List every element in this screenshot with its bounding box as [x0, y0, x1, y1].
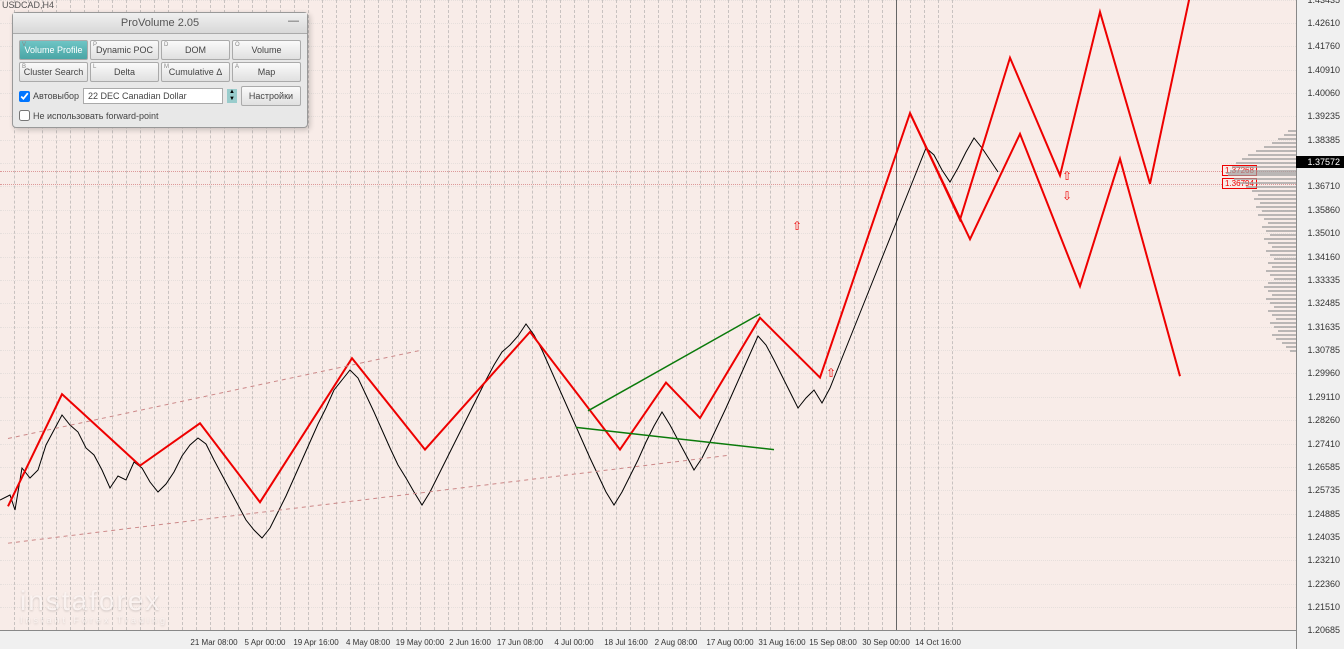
- autopick-checkbox[interactable]: Автовыбор: [19, 91, 79, 102]
- forward-point-label: Не использовать forward-point: [33, 111, 159, 121]
- instrument-select[interactable]: 22 DEC Canadian Dollar: [83, 88, 223, 104]
- x-tick: 30 Sep 00:00: [862, 638, 910, 647]
- panel-button-volume[interactable]: OVolume: [232, 40, 301, 60]
- x-tick: 2 Jun 16:00: [449, 638, 491, 647]
- direction-arrow-icon: ⇧: [792, 219, 802, 233]
- direction-arrow-icon: ⇧: [826, 366, 836, 380]
- direction-arrow-icon: ⇧: [1062, 169, 1072, 183]
- x-tick: 2 Aug 08:00: [655, 638, 698, 647]
- y-tick: 1.21510: [1307, 602, 1340, 612]
- panel-button-delta[interactable]: LDelta: [90, 62, 159, 82]
- x-tick: 14 Oct 16:00: [915, 638, 961, 647]
- separator-line: [896, 0, 897, 630]
- spinner-down-icon[interactable]: ▼: [227, 96, 237, 103]
- x-axis: 21 Mar 08:00 5 Apr 00:00 19 Apr 16:00 4 May…: [0, 630, 1296, 649]
- x-tick: 15 Sep 08:00: [809, 638, 857, 647]
- y-tick: 1.31635: [1307, 322, 1340, 332]
- x-tick: 19 Apr 16:00: [293, 638, 338, 647]
- spinner-up-icon[interactable]: ▲: [227, 89, 237, 96]
- x-tick: 31 Aug 16:00: [758, 638, 805, 647]
- x-tick: 17 Jun 08:00: [497, 638, 543, 647]
- autopick-input[interactable]: [19, 91, 30, 102]
- y-tick: 1.36710: [1307, 181, 1340, 191]
- panel-button-cluster-search[interactable]: BCluster Search: [19, 62, 88, 82]
- y-tick: 1.35860: [1307, 205, 1340, 215]
- y-axis: 1.43435 1.42610 1.41760 1.40910 1.40060 1.392…: [1296, 0, 1344, 649]
- x-tick: 4 May 08:00: [346, 638, 390, 647]
- y-tick: 1.25735: [1307, 485, 1340, 495]
- minimize-icon[interactable]: —: [288, 15, 299, 27]
- current-price-label: 1.37572: [1296, 156, 1344, 168]
- y-tick: 1.23210: [1307, 555, 1340, 565]
- autopick-label: Автовыбор: [33, 91, 79, 101]
- instrument-spinner[interactable]: ▲▼: [227, 89, 237, 103]
- y-tick: 1.35010: [1307, 228, 1340, 238]
- y-tick: 1.41760: [1307, 41, 1340, 51]
- panel-title-bar[interactable]: ProVolume 2.05 —: [13, 13, 307, 34]
- forward-point-input[interactable]: [19, 110, 30, 121]
- y-tick: 1.28260: [1307, 415, 1340, 425]
- y-tick: 1.24035: [1307, 532, 1340, 542]
- y-tick: 1.32485: [1307, 298, 1340, 308]
- y-tick: 1.29110: [1308, 392, 1340, 402]
- provolume-panel: ProVolume 2.05 — VVolume ProfilePDynamic…: [12, 12, 308, 128]
- y-tick: 1.34160: [1307, 252, 1340, 262]
- panel-button-volume-profile[interactable]: VVolume Profile: [19, 40, 88, 60]
- panel-button-dom[interactable]: DDOM: [161, 40, 230, 60]
- direction-arrow-icon: ⇩: [1062, 189, 1072, 203]
- x-tick: 17 Aug 00:00: [706, 638, 753, 647]
- symbol-label: USDCAD,H4: [2, 0, 54, 10]
- y-tick: 1.33335: [1307, 275, 1340, 285]
- watermark-sub: Instant Forex Trading: [20, 615, 168, 625]
- y-tick: 1.22360: [1307, 579, 1340, 589]
- panel-title: ProVolume 2.05: [121, 17, 199, 29]
- forward-point-checkbox[interactable]: Не использовать forward-point: [19, 110, 159, 121]
- y-tick: 1.40910: [1307, 65, 1340, 75]
- x-tick: 18 Jul 16:00: [604, 638, 648, 647]
- y-tick: 1.38385: [1307, 135, 1340, 145]
- y-tick: 1.26585: [1307, 462, 1340, 472]
- x-tick: 21 Mar 08:00: [190, 638, 237, 647]
- x-tick: 5 Apr 00:00: [245, 638, 286, 647]
- panel-button-cumulative-δ[interactable]: MCumulative Δ: [161, 62, 230, 82]
- y-tick: 1.43435: [1307, 0, 1340, 5]
- y-tick: 1.39235: [1307, 111, 1340, 121]
- y-tick: 1.42610: [1307, 18, 1340, 28]
- y-tick: 1.29960: [1307, 368, 1340, 378]
- y-tick: 1.30785: [1307, 345, 1340, 355]
- watermark-main: instaforex: [20, 585, 168, 617]
- panel-button-map[interactable]: AMap: [232, 62, 301, 82]
- panel-button-dynamic-poc[interactable]: PDynamic POC: [90, 40, 159, 60]
- watermark: instaforex Instant Forex Trading: [20, 585, 168, 625]
- y-tick: 1.20685: [1307, 625, 1340, 635]
- settings-button[interactable]: Настройки: [241, 86, 301, 106]
- x-tick: 19 May 00:00: [396, 638, 444, 647]
- y-tick: 1.40060: [1307, 88, 1340, 98]
- y-tick: 1.27410: [1307, 439, 1340, 449]
- y-tick: 1.24885: [1307, 509, 1340, 519]
- x-tick: 4 Jul 00:00: [554, 638, 593, 647]
